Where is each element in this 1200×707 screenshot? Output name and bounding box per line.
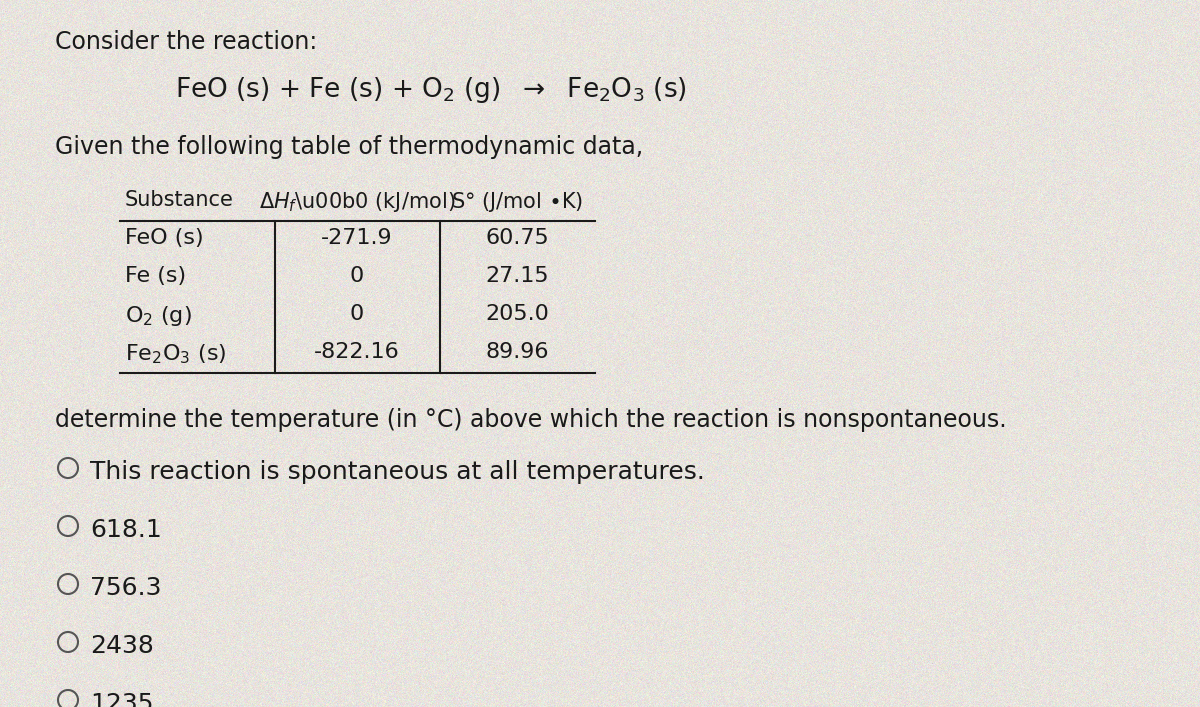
- Text: 0: 0: [350, 304, 364, 324]
- Text: S$\degree$ (J/mol $\bullet$K): S$\degree$ (J/mol $\bullet$K): [451, 190, 583, 214]
- Text: Substance: Substance: [125, 190, 234, 210]
- Text: O$_2$ (g): O$_2$ (g): [125, 304, 192, 328]
- Text: 89.96: 89.96: [485, 342, 548, 362]
- Text: 205.0: 205.0: [485, 304, 548, 324]
- Text: Fe (s): Fe (s): [125, 266, 186, 286]
- Text: Given the following table of thermodynamic data,: Given the following table of thermodynam…: [55, 135, 643, 159]
- Text: 27.15: 27.15: [485, 266, 548, 286]
- Text: 60.75: 60.75: [485, 228, 548, 248]
- Text: FeO (s) + Fe (s) + O$_2$ (g)  $\rightarrow$  Fe$_2$O$_3$ (s): FeO (s) + Fe (s) + O$_2$ (g) $\rightarro…: [175, 75, 686, 105]
- Text: 756.3: 756.3: [90, 576, 162, 600]
- Text: 618.1: 618.1: [90, 518, 162, 542]
- Text: $\Delta H_f$\u00b0 (kJ/mol): $\Delta H_f$\u00b0 (kJ/mol): [259, 190, 455, 214]
- Text: Consider the reaction:: Consider the reaction:: [55, 30, 317, 54]
- Text: Fe$_2$O$_3$ (s): Fe$_2$O$_3$ (s): [125, 342, 227, 366]
- Text: 1235: 1235: [90, 692, 154, 707]
- Text: FeO (s): FeO (s): [125, 228, 204, 248]
- Text: 2438: 2438: [90, 634, 154, 658]
- Text: determine the temperature (in °C) above which the reaction is nonspontaneous.: determine the temperature (in °C) above …: [55, 408, 1007, 432]
- Text: -271.9: -271.9: [322, 228, 392, 248]
- Text: -822.16: -822.16: [314, 342, 400, 362]
- Text: 0: 0: [350, 266, 364, 286]
- Text: This reaction is spontaneous at all temperatures.: This reaction is spontaneous at all temp…: [90, 460, 704, 484]
